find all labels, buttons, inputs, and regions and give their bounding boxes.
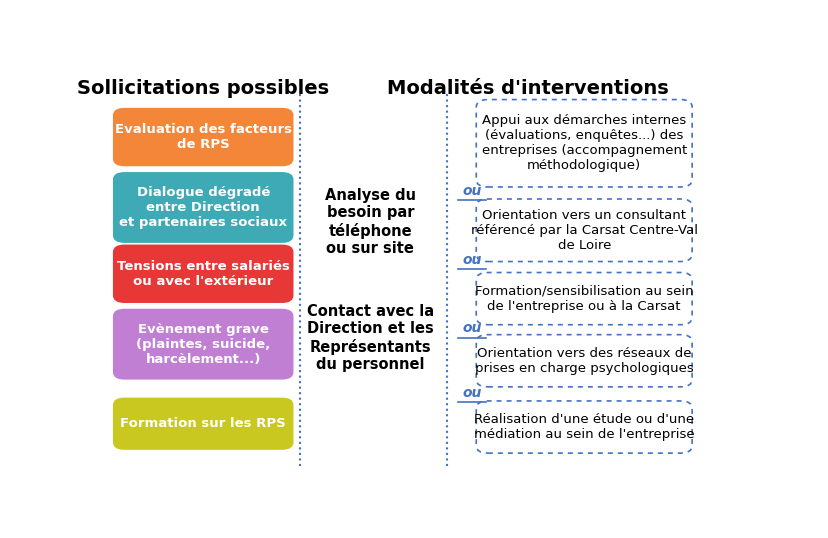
FancyBboxPatch shape	[475, 401, 691, 453]
Text: Contact avec la
Direction et les
Représentants
du personnel: Contact avec la Direction et les Représe…	[306, 304, 433, 372]
Text: Sollicitations possibles: Sollicitations possibles	[77, 79, 329, 98]
FancyBboxPatch shape	[475, 199, 691, 261]
Text: ou: ou	[461, 321, 481, 336]
Text: ou: ou	[461, 253, 481, 267]
FancyBboxPatch shape	[113, 398, 293, 450]
Text: Orientation vers des réseaux de
prises en charge psychologiques: Orientation vers des réseaux de prises e…	[474, 347, 693, 375]
Text: Evènement grave
(plaintes, suicide,
harcèlement...): Evènement grave (plaintes, suicide, harc…	[136, 323, 270, 366]
Text: Modalités d'interventions: Modalités d'interventions	[387, 79, 667, 98]
Text: Tensions entre salariés
ou avec l'extérieur: Tensions entre salariés ou avec l'extéri…	[117, 260, 289, 288]
Text: Appui aux démarches internes
(évaluations, enquêtes...) des
entreprises (accompa: Appui aux démarches internes (évaluation…	[481, 114, 686, 172]
Text: Réalisation d'une étude ou d'une
médiation au sein de l'entreprise: Réalisation d'une étude ou d'une médiati…	[474, 413, 694, 441]
Text: ou: ou	[461, 386, 481, 400]
Text: Analyse du
besoin par
téléphone
ou sur site: Analyse du besoin par téléphone ou sur s…	[325, 188, 416, 256]
FancyBboxPatch shape	[475, 335, 691, 387]
Text: Orientation vers un consultant
référencé par la Carsat Centre-Val
de Loire: Orientation vers un consultant référencé…	[470, 209, 697, 252]
Text: Formation sur les RPS: Formation sur les RPS	[120, 417, 286, 430]
FancyBboxPatch shape	[113, 245, 293, 303]
Text: Evaluation des facteurs
de RPS: Evaluation des facteurs de RPS	[114, 123, 291, 151]
Text: Formation/sensibilisation au sein
de l'entreprise ou à la Carsat: Formation/sensibilisation au sein de l'e…	[474, 285, 693, 313]
FancyBboxPatch shape	[113, 108, 293, 166]
FancyBboxPatch shape	[475, 273, 691, 325]
FancyBboxPatch shape	[113, 172, 293, 243]
Text: ou: ou	[461, 184, 481, 198]
FancyBboxPatch shape	[113, 309, 293, 380]
FancyBboxPatch shape	[475, 100, 691, 187]
Text: Dialogue dégradé
entre Direction
et partenaires sociaux: Dialogue dégradé entre Direction et part…	[119, 186, 286, 229]
